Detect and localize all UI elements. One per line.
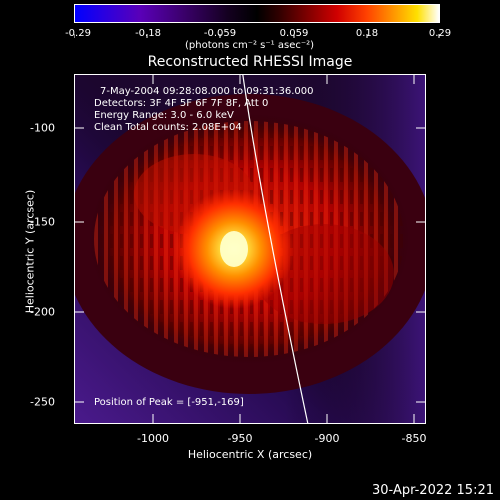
plot-title: Reconstructed RHESSI Image bbox=[147, 54, 353, 70]
colorbar-tick-label: -0.18 bbox=[135, 28, 161, 39]
info-clean-counts: Clean Total counts: 2.08E+04 bbox=[94, 122, 242, 133]
info-detectors: Detectors: 3F 4F 5F 6F 7F 8F, Att 0 bbox=[94, 98, 269, 109]
y-axis-label: Heliocentric Y (arcsec) bbox=[23, 189, 37, 314]
footer-timestamp: 30-Apr-2022 15:21 bbox=[372, 483, 494, 498]
x-tick-label: -950 bbox=[227, 432, 253, 445]
x-tick-label: -850 bbox=[401, 432, 427, 445]
colorbar-tick-label: 0.29 bbox=[428, 28, 452, 39]
y-tick-label: -100 bbox=[30, 121, 55, 135]
colorbar-tick-label: -0.059 bbox=[203, 28, 237, 39]
rhessi-image bbox=[74, 74, 426, 424]
colorbar-tick-marks bbox=[73, 34, 440, 38]
x-axis-label: Heliocentric X (arcsec) bbox=[187, 448, 313, 461]
colorbar-tick-label: 0.059 bbox=[279, 28, 309, 39]
colorbar-tick-label: -0.29 bbox=[65, 28, 91, 39]
y-tick-label: -250 bbox=[30, 395, 55, 409]
x-tick-label: -1000 bbox=[137, 432, 169, 445]
peak-position-text: Position of Peak = [-951,-169] bbox=[94, 397, 244, 408]
info-energy-range: Energy Range: 3.0 - 6.0 keV bbox=[94, 110, 234, 121]
x-tick-label: -900 bbox=[314, 432, 340, 445]
info-time-range: 7-May-2004 09:28:08.000 to 09:31:36.000 bbox=[100, 86, 314, 97]
y-tick-label: -200 bbox=[30, 305, 55, 319]
colorbar-units-label: (photons cm⁻² s⁻¹ asec⁻²) bbox=[185, 40, 315, 51]
y-tick-label: -150 bbox=[30, 215, 55, 229]
colorbar bbox=[74, 4, 440, 23]
colorbar-tick-label: 0.18 bbox=[355, 28, 379, 39]
solar-limb-line bbox=[242, 74, 309, 424]
colorbar-ticks bbox=[73, 23, 440, 38]
rhessi-image-plot bbox=[74, 74, 426, 424]
